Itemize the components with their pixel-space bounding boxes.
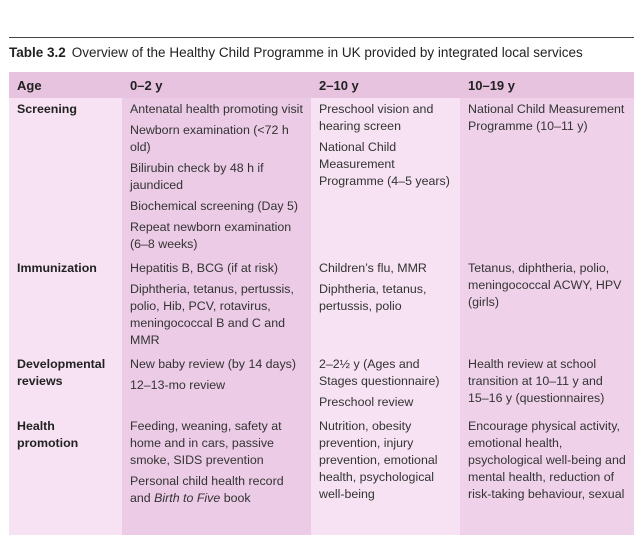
cell-text: Birth to Five [154, 491, 221, 505]
cell-item: Diphtheria, tetanus, pertussis, polio [319, 282, 427, 313]
table-cell: Feeding, weaning, safety at home and in … [122, 415, 311, 535]
cell-item: Nutrition, obesity prevention, injury pr… [319, 419, 438, 501]
table-cell: Antenatal health promoting visit Newborn … [122, 98, 311, 257]
table-cell: 2–2½ y (Ages and Stages questionnaire) Pr… [311, 353, 460, 415]
table-row: Immunization Hepatitis B, BCG (if at risk… [9, 257, 634, 353]
table-cell: Children’s flu, MMR Diphtheria, tetanus, … [311, 257, 460, 353]
cell-item: National Child Measurement Programme (10… [468, 102, 625, 133]
caption: Table 3.2 Overview of the Healthy Child P… [9, 45, 583, 60]
header-cell: 10–19 y [460, 72, 634, 98]
row-label: Screening [9, 98, 122, 257]
table-cell: Health review at school transition at 10… [460, 353, 634, 415]
cell-item: Newborn examination (<72 h old) [130, 123, 289, 154]
cell-item: Health review at school transition at 10… [468, 357, 605, 405]
row-label: Developmental reviews [9, 353, 122, 415]
table-cell: Preschool vision and hearing screen Natio… [311, 98, 460, 257]
table-cell: Encourage physical activity, emotional h… [460, 415, 634, 535]
cell-item: 12–13-mo review [130, 378, 226, 392]
caption-label: Table 3.2 [9, 45, 66, 60]
cell-item: 2–2½ y (Ages and Stages questionnaire) [319, 357, 440, 388]
cell-item: Tetanus, diphtheria, polio, meningococca… [468, 261, 622, 309]
table: Age 0–2 y 2–10 y 10–19 y Screening Antenatal… [9, 72, 634, 535]
table-row: Screening Antenatal health promoting visi… [9, 98, 634, 257]
cell-item: National Child Measurement Programme (4–… [319, 140, 450, 188]
caption-title: Overview of the Healthy Child Programme … [71, 45, 583, 60]
cell-item: Preschool vision and hearing screen [319, 102, 434, 133]
page: Table 3.2 Overview of the Healthy Child P… [9, 37, 634, 535]
cell-item: Personal child health record and Birth t… [130, 473, 303, 507]
top-rule [9, 37, 634, 38]
cell-item: Repeat newborn examination (6–8 weeks) [130, 220, 292, 251]
cell-item: Feeding, weaning, safety at home and in … [130, 419, 282, 467]
header-cell: Age [9, 72, 122, 98]
cell-item: Bilirubin check by 48 h if jaundiced [130, 161, 264, 192]
table-cell: New baby review (by 14 days) 12–13-mo rev… [122, 353, 311, 415]
header-cell: 2–10 y [311, 72, 460, 98]
cell-item: New baby review (by 14 days) [130, 357, 296, 371]
table-cell: Tetanus, diphtheria, polio, meningococca… [460, 257, 634, 353]
table-cell: Hepatitis B, BCG (if at risk) Diphtheria,… [122, 257, 311, 353]
header-row: Age 0–2 y 2–10 y 10–19 y [9, 72, 634, 98]
table-row: Developmental reviews New baby review (by… [9, 353, 634, 415]
cell-item: Hepatitis B, BCG (if at risk) [130, 261, 279, 275]
cell-item: Diphtheria, tetanus, pertussis, polio, H… [130, 282, 294, 347]
table-row: Health promotion Feeding, weaning, safety… [9, 415, 634, 535]
header-cell: 0–2 y [122, 72, 311, 98]
row-label: Health promotion [9, 415, 122, 535]
cell-item: Antenatal health promoting visit [130, 102, 303, 116]
cell-item: Preschool review [319, 395, 414, 409]
table-cell: Nutrition, obesity prevention, injury pr… [311, 415, 460, 535]
cell-item: Children’s flu, MMR [319, 261, 427, 275]
table-cell: National Child Measurement Programme (10… [460, 98, 634, 257]
row-label: Immunization [9, 257, 122, 353]
cell-item: Encourage physical activity, emotional h… [468, 419, 626, 501]
cell-item: Biochemical screening (Day 5) [130, 199, 299, 213]
cell-text: book [223, 491, 251, 505]
